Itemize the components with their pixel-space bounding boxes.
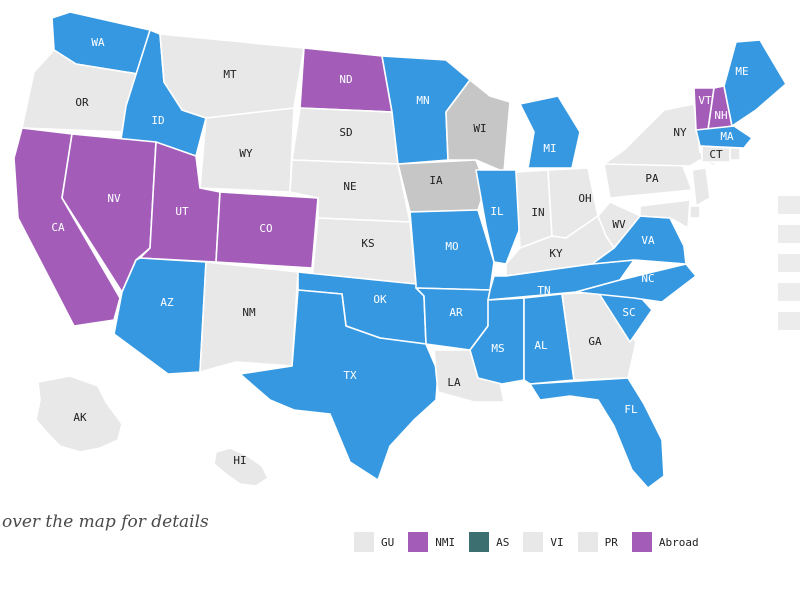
state-label-mi: MI: [543, 142, 556, 155]
state-label-ny: NY: [673, 126, 687, 139]
state-ri[interactable]: [729, 147, 741, 161]
legend-swatch: [523, 532, 544, 552]
state-label-il: IL: [490, 205, 504, 218]
state-label-or: OR: [75, 96, 89, 109]
state-label-az: AZ: [160, 296, 174, 309]
state-label-oh: OH: [578, 192, 591, 205]
map-hint-text: over the map for details: [2, 512, 209, 532]
legend-item-vi[interactable]: VI: [523, 532, 564, 552]
state-label-ut: UT: [175, 205, 189, 218]
state-nc[interactable]: [575, 263, 697, 303]
state-label-ar: AR: [449, 306, 463, 319]
state-nj[interactable]: [691, 167, 711, 207]
legend-swatch: [354, 532, 374, 552]
state-ma[interactable]: [695, 125, 753, 149]
state-label-ne: NE: [343, 180, 356, 193]
state-ks[interactable]: [311, 217, 417, 285]
state-label-al: AL: [534, 339, 548, 352]
state-label-ga: GA: [588, 335, 602, 348]
state-de[interactable]: [689, 205, 701, 219]
state-label-me: ME: [735, 65, 748, 78]
state-label-nh: NH: [714, 109, 727, 122]
state-label-wi: WI: [473, 122, 486, 135]
legend-swatch: [469, 532, 490, 552]
state-label-hi: HI: [233, 454, 246, 467]
state-label-ma: MA: [720, 130, 734, 143]
state-ak[interactable]: [35, 375, 123, 453]
state-nm[interactable]: [199, 261, 299, 373]
state-label-va: VA: [641, 234, 655, 247]
state-label-nm: NM: [242, 306, 256, 319]
state-label-wa: WA: [91, 36, 105, 49]
legend-item-abroad[interactable]: Abroad: [631, 532, 699, 552]
side-control-box[interactable]: [778, 225, 800, 243]
state-label-sd: SD: [339, 126, 352, 139]
state-label-nd: ND: [339, 73, 352, 86]
state-label-mn: MN: [416, 94, 429, 107]
state-label-fl: FL: [624, 403, 638, 416]
legend-label: GU: [381, 535, 395, 549]
state-wi[interactable]: [445, 79, 511, 173]
legend-label: AS: [496, 535, 510, 549]
state-label-mt: MT: [223, 68, 237, 81]
state-tx[interactable]: [239, 289, 439, 481]
legend-label: PR: [604, 535, 618, 549]
legend-label: VI: [550, 535, 564, 549]
state-label-ca: CA: [51, 221, 65, 234]
side-control-box[interactable]: [778, 254, 800, 272]
legend-label: NMI: [435, 535, 456, 549]
state-label-la: LA: [447, 376, 461, 389]
state-label-ak: AK: [73, 411, 87, 424]
side-control-box[interactable]: [778, 283, 800, 301]
state-label-wv: WV: [612, 218, 626, 231]
state-fl[interactable]: [529, 377, 665, 489]
side-control-strip: [778, 196, 800, 341]
state-label-sc: SC: [622, 306, 635, 319]
legend-swatch: [408, 532, 429, 552]
legend-item-nmi[interactable]: NMI: [408, 532, 455, 552]
legend-label: Abroad: [658, 535, 699, 549]
state-label-ky: KY: [549, 247, 563, 260]
state-label-vt: VT: [698, 94, 712, 107]
state-label-ms: MS: [491, 342, 504, 355]
state-hi[interactable]: [213, 447, 269, 487]
state-label-co: CO: [259, 222, 272, 235]
state-md[interactable]: [639, 199, 691, 229]
state-label-ks: KS: [361, 237, 374, 250]
state-me[interactable]: [723, 39, 787, 127]
legend-item-pr[interactable]: PR: [577, 532, 618, 552]
state-label-in: IN: [531, 206, 544, 219]
territories-legend: GU NMI AS VI PR Abroad: [354, 532, 713, 552]
state-label-ia: IA: [429, 174, 443, 187]
legend-item-as[interactable]: AS: [469, 532, 509, 552]
side-control-box[interactable]: [778, 196, 800, 214]
state-label-tn: TN: [537, 284, 550, 297]
state-label-mo: MO: [445, 240, 458, 253]
state-ct[interactable]: [701, 145, 731, 163]
state-label-pa: PA: [645, 172, 659, 185]
state-co[interactable]: [215, 191, 319, 269]
state-label-nc: NC: [641, 272, 654, 285]
state-label-ct: CT: [709, 148, 723, 161]
state-label-ok: OK: [373, 293, 387, 306]
state-label-nv: NV: [107, 192, 121, 205]
state-label-wy: WY: [239, 147, 253, 160]
state-mi[interactable]: [519, 95, 581, 169]
state-label-tx: TX: [343, 369, 357, 382]
legend-swatch: [577, 532, 598, 552]
state-label-id: ID: [151, 114, 164, 127]
side-control-box[interactable]: [778, 312, 800, 330]
legend-swatch: [631, 532, 652, 552]
legend-item-gu[interactable]: GU: [354, 532, 394, 552]
